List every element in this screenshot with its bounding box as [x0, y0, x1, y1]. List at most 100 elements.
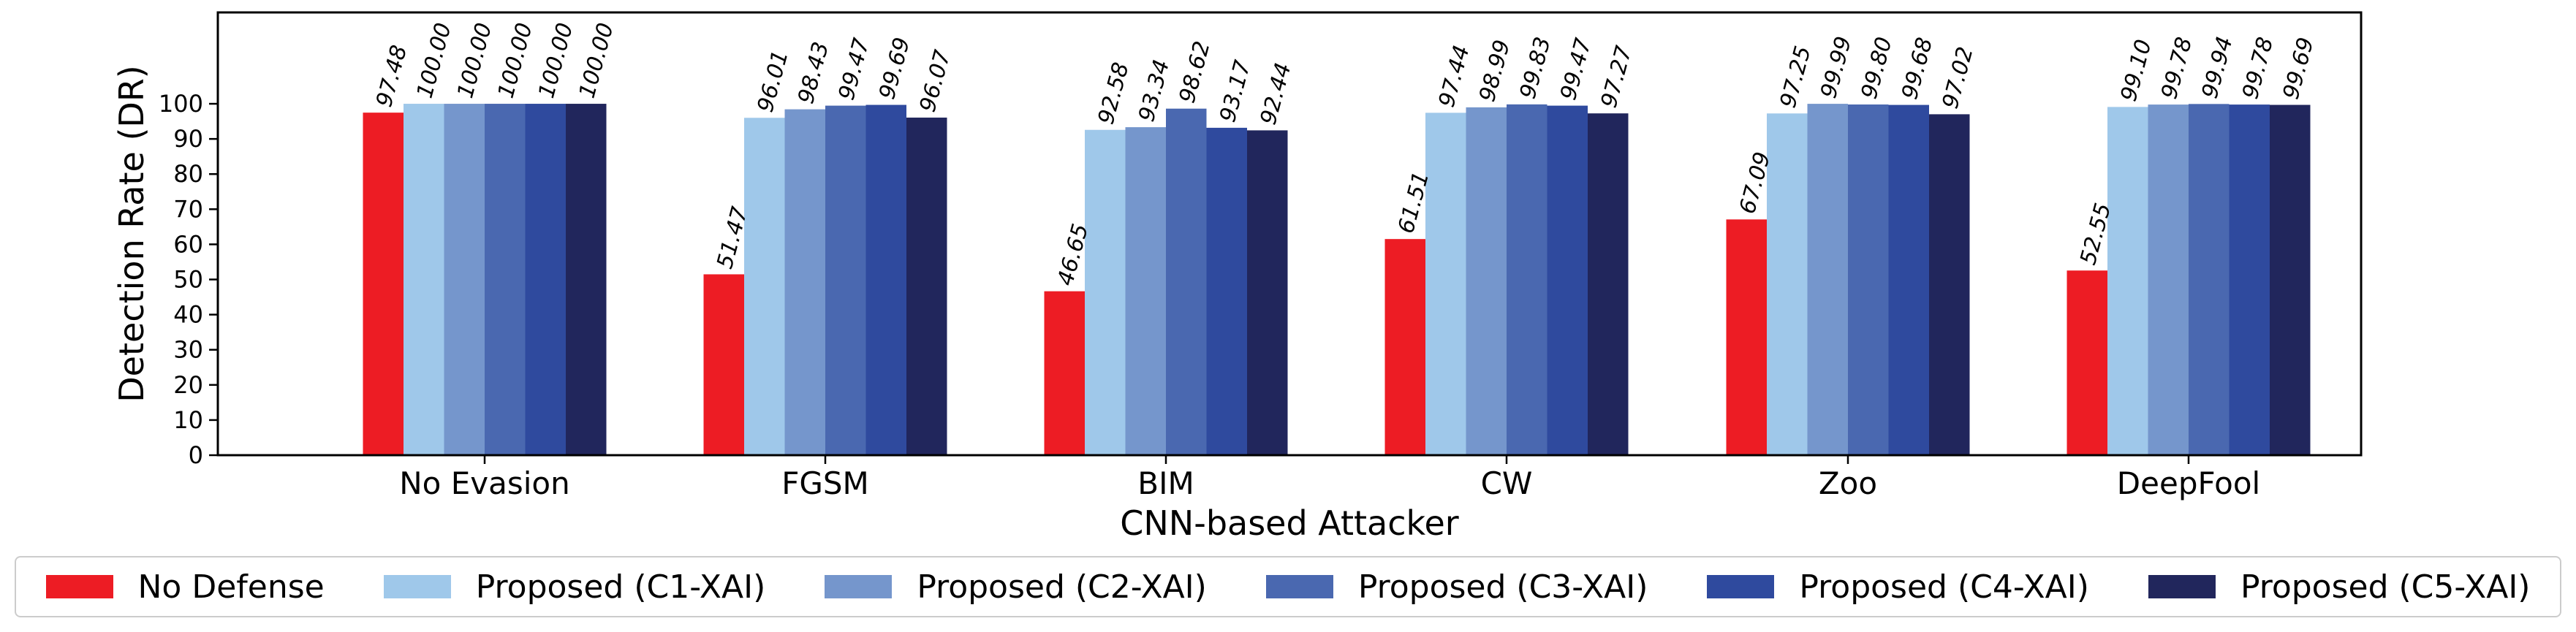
bar-value-label: 93.17 — [1215, 58, 1256, 125]
bar — [1206, 127, 1247, 455]
x-axis-label: CNN-based Attacker — [1120, 503, 1459, 543]
y-tick-label: 20 — [173, 371, 203, 399]
bar-value-label: 99.47 — [1556, 36, 1596, 103]
legend-label: Proposed (C4-XAI) — [1799, 568, 2089, 606]
y-tick-label: 10 — [173, 406, 203, 434]
y-tick-label: 0 — [189, 441, 203, 469]
bar-value-label: 100.00 — [493, 20, 538, 101]
bar — [1588, 113, 1629, 455]
bar — [906, 117, 947, 456]
legend-swatch — [1707, 575, 1775, 598]
bar — [1085, 129, 1126, 455]
bar-value-labels: 97.48 100.00100.00100.00100.00100.0051.47… — [371, 20, 2319, 289]
x-tick-label: FGSM — [781, 465, 869, 501]
bar — [1425, 113, 1466, 456]
y-tick-label: 50 — [173, 266, 203, 294]
bar — [363, 113, 404, 456]
bar-value-label: 99.78 — [2156, 34, 2197, 102]
x-tick-label: CW — [1481, 465, 1533, 501]
bar-value-label: 100.00 — [412, 20, 457, 101]
bar — [1507, 104, 1548, 455]
bar — [784, 109, 825, 455]
y-tick-label: 30 — [173, 336, 203, 364]
bar — [1044, 291, 1085, 455]
y-tick-label: 70 — [173, 195, 203, 223]
bar-value-label: 99.10 — [2116, 37, 2157, 104]
legend-item: Proposed (C5-XAI) — [2148, 568, 2530, 606]
legend-label: Proposed (C1-XAI) — [475, 568, 766, 606]
bar — [1384, 239, 1425, 455]
legend-item: No Defense — [45, 568, 325, 606]
bar — [1929, 114, 1970, 455]
legend-swatch — [1265, 575, 1333, 598]
legend-item: Proposed (C4-XAI) — [1707, 568, 2089, 606]
bar — [2148, 104, 2189, 455]
bar — [1726, 219, 1767, 455]
bar — [1547, 105, 1588, 455]
bar-value-label: 100.00 — [534, 20, 578, 101]
bar — [485, 104, 526, 456]
bar — [1767, 113, 1808, 455]
bar-value-label: 99.78 — [2238, 34, 2278, 102]
y-axis: 0 10 20 30 40 50 60 70 80 90 100 — [159, 90, 218, 469]
plot-frame — [216, 11, 2363, 457]
y-tick-label: 100 — [159, 90, 203, 118]
bar — [2270, 104, 2311, 455]
bar-value-label: 97.02 — [1938, 44, 1979, 111]
bar — [2107, 107, 2148, 455]
bar-value-label: 99.94 — [2197, 34, 2238, 101]
x-tick-label: Zoo — [1819, 465, 1877, 501]
bar-value-label: 98.62 — [1175, 39, 1216, 106]
bar-value-label: 99.99 — [1816, 34, 1857, 101]
bar — [744, 118, 785, 456]
bar-value-label: 100.00 — [575, 20, 619, 101]
bar-value-label: 92.58 — [1094, 60, 1134, 127]
bar-value-label: 98.99 — [1474, 37, 1515, 104]
legend-label: No Defense — [137, 568, 325, 606]
bar-value-label: 97.48 — [371, 42, 412, 110]
y-tick-label: 90 — [173, 125, 203, 153]
legend-swatch — [45, 575, 113, 598]
y-tick-label: 40 — [173, 301, 203, 329]
bar-value-label: 96.01 — [753, 47, 794, 115]
bar-value-label: 92.44 — [1256, 60, 1297, 127]
bar-value-label: 97.44 — [1434, 42, 1475, 110]
bar-value-label: 99.80 — [1857, 34, 1898, 102]
bar-value-label: 96.07 — [915, 47, 956, 115]
legend-label: Proposed (C2-XAI) — [917, 568, 1207, 606]
legend-item: Proposed (C2-XAI) — [825, 568, 1207, 606]
x-axis: No Evasion FGSM BIM CW Zoo DeepFool — [399, 455, 2260, 501]
legend-swatch — [2148, 575, 2216, 598]
bar-value-label: 98.43 — [793, 39, 834, 107]
bars-group — [363, 104, 2311, 456]
bar-value-label: 97.27 — [1596, 43, 1637, 110]
bar — [1807, 104, 1848, 456]
bar — [1466, 107, 1507, 455]
bar — [566, 104, 607, 456]
legend-label: Proposed (C3-XAI) — [1357, 568, 1648, 606]
legend-item: Proposed (C1-XAI) — [383, 568, 766, 606]
y-tick-label: 60 — [173, 230, 203, 258]
bar-value-label: 97.25 — [1776, 43, 1817, 110]
legend-swatch — [825, 575, 893, 598]
bar-value-label: 99.69 — [874, 35, 915, 102]
bar — [444, 104, 485, 456]
bar — [703, 274, 744, 455]
x-tick-label: DeepFool — [2117, 465, 2260, 501]
bar-value-label: 99.83 — [1515, 34, 1556, 102]
y-axis-label: Detection Rate (DR) — [112, 65, 151, 402]
bar — [2067, 270, 2107, 455]
bar — [525, 104, 566, 456]
bar — [404, 104, 444, 456]
bar — [2229, 104, 2270, 455]
legend-swatch — [383, 575, 451, 598]
bar — [1166, 108, 1207, 456]
bar-value-label: 99.68 — [1897, 35, 1938, 102]
bar-value-label: 100.00 — [452, 20, 497, 101]
bar — [825, 105, 866, 455]
bar-value-label: 99.69 — [2278, 35, 2319, 102]
bar — [1125, 127, 1166, 455]
chart-legend: No Defense Proposed (C1-XAI) Proposed (C2-… — [15, 556, 2561, 617]
bar — [2189, 104, 2230, 456]
bar-value-label: 99.47 — [834, 36, 875, 103]
